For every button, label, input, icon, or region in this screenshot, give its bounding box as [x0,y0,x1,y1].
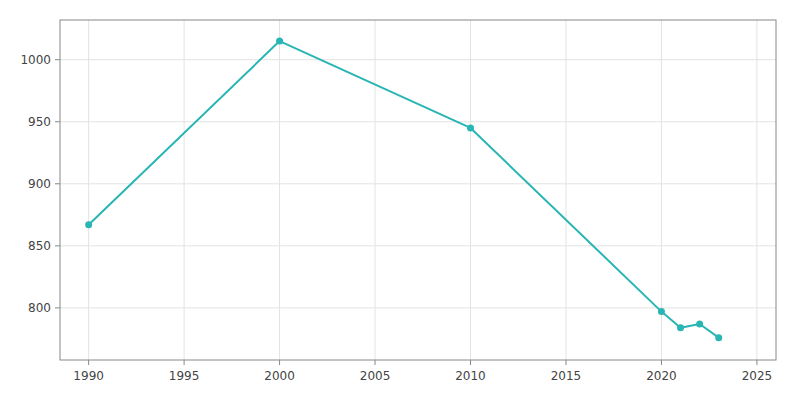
chart-container: 1990 1995 2000 2005 2010 2015 2020 2025 800 850 90… [0,0,800,400]
y-grid-line [60,183,776,184]
x-grid-line [565,20,566,360]
marker [276,38,283,45]
x-tick [184,360,185,365]
x-tick-label: 2005 [360,369,391,383]
y-grid-line [60,245,776,246]
y-tick-label: 950 [28,115,51,129]
y-axis: 800 850 900 950 1000 [20,53,60,315]
marker [85,221,92,228]
x-tick [88,360,89,365]
marker [467,124,474,131]
y-tick-label: 800 [28,301,51,315]
y-grid-line [60,59,776,60]
x-tick-label: 2010 [455,369,486,383]
y-tick [55,121,60,122]
x-grid-line [184,20,185,360]
marker [677,324,684,331]
marker [696,321,703,328]
y-tick-label: 900 [28,177,51,191]
series [85,38,722,342]
x-tick-label: 2025 [742,369,773,383]
y-grid-line [60,307,776,308]
line [89,41,719,338]
y-tick-label: 1000 [20,53,51,67]
x-tick [565,360,566,365]
x-tick [470,360,471,365]
grid [60,20,776,360]
x-tick [756,360,757,365]
plot-background [60,20,776,360]
marker [658,308,665,315]
x-tick [279,360,280,365]
x-tick-label: 1990 [73,369,104,383]
x-axis: 1990 1995 2000 2005 2010 2015 2020 2025 [73,360,772,383]
x-grid-line [756,20,757,360]
marker [715,334,722,341]
y-tick [55,59,60,60]
y-tick [55,307,60,308]
x-tick-label: 2015 [551,369,582,383]
x-tick-label: 2000 [264,369,295,383]
y-tick [55,245,60,246]
x-tick [375,360,376,365]
plot-frame [60,20,776,360]
x-grid-line [88,20,89,360]
y-tick [55,183,60,184]
x-tick [661,360,662,365]
x-grid-line [470,20,471,360]
x-tick-label: 2020 [646,369,677,383]
y-tick-label: 850 [28,239,51,253]
x-grid-line [375,20,376,360]
page: {"chart_data": {"type": "line", "x": [19… [0,0,800,400]
x-tick-label: 1995 [169,369,200,383]
x-grid-line [279,20,280,360]
chart-svg: 1990 1995 2000 2005 2010 2015 2020 2025 800 850 90… [0,0,800,400]
y-grid-line [60,121,776,122]
